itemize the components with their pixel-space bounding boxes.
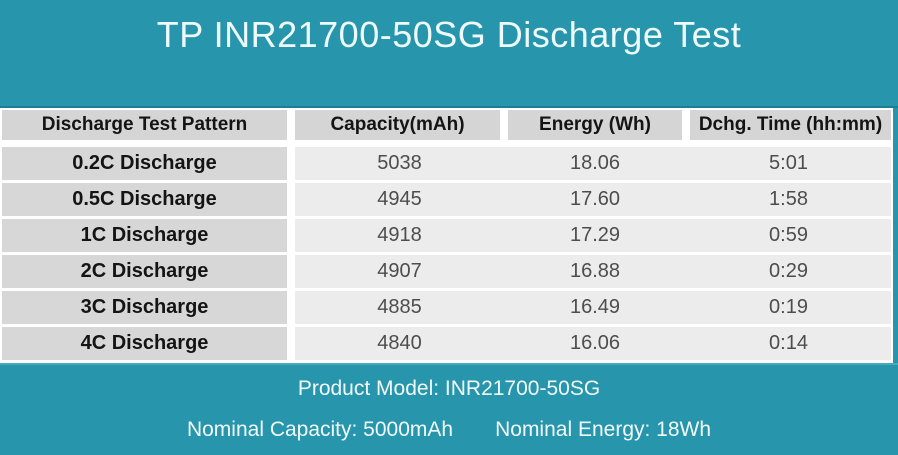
row-values: 4840 16.06 0:14 xyxy=(295,327,891,360)
row-pattern-label: 3C Discharge xyxy=(2,291,287,324)
row-values: 5038 18.06 5:01 xyxy=(295,147,891,180)
energy-value: 17.29 xyxy=(569,224,621,246)
row-pattern-label: 0.5C Discharge xyxy=(2,183,287,216)
row-pattern-label: 1C Discharge xyxy=(2,219,287,252)
nominal-capacity-text: Nominal Capacity: 5000mAh xyxy=(186,418,454,441)
energy-value: 17.60 xyxy=(569,188,621,210)
discharge-test-table: Discharge Test Pattern Capacity(mAh) Ene… xyxy=(0,108,898,363)
row-pattern-label: 0.2C Discharge xyxy=(2,147,287,180)
time-value: 0:19 xyxy=(769,296,808,318)
capacity-value: 4907 xyxy=(377,260,422,282)
capacity-value: 4840 xyxy=(377,332,422,354)
capacity-value: 4945 xyxy=(377,188,422,210)
title-banner: TP INR21700-50SG Discharge Test xyxy=(0,0,898,108)
time-value: 0:29 xyxy=(769,260,808,282)
row-pattern-label: 2C Discharge xyxy=(2,255,287,288)
table-row: 4C Discharge 4840 16.06 0:14 xyxy=(2,327,891,360)
capacity-value: 4885 xyxy=(377,296,422,318)
table-header-row: Discharge Test Pattern Capacity(mAh) Ene… xyxy=(2,110,891,140)
row-values: 4918 17.29 0:59 xyxy=(295,219,891,252)
capacity-value: 4918 xyxy=(377,224,422,246)
row-values: 4945 17.60 1:58 xyxy=(295,183,891,216)
time-value: 0:14 xyxy=(769,332,808,354)
time-value: 5:01 xyxy=(769,152,808,174)
column-header-capacity: Capacity(mAh) xyxy=(295,110,500,140)
table-row: 0.2C Discharge 5038 18.06 5:01 xyxy=(2,147,891,180)
row-values: 4907 16.88 0:29 xyxy=(295,255,891,288)
capacity-value: 5038 xyxy=(377,152,422,174)
column-header-energy: Energy (Wh) xyxy=(508,110,682,140)
energy-value: 16.88 xyxy=(569,260,621,282)
row-values: 4885 16.49 0:19 xyxy=(295,291,891,324)
table-row: 3C Discharge 4885 16.49 0:19 xyxy=(2,291,891,324)
nominal-specs: Nominal Capacity: 5000mAh Nominal Energy… xyxy=(187,418,711,442)
row-pattern-label: 4C Discharge xyxy=(2,327,287,360)
product-model-text: Product Model: INR21700-50SG xyxy=(297,377,601,400)
energy-value: 16.06 xyxy=(569,332,621,354)
time-value: 0:59 xyxy=(769,224,808,246)
column-header-time: Dchg. Time (hh:mm) xyxy=(690,110,891,140)
page-title: TP INR21700-50SG Discharge Test xyxy=(156,14,742,55)
energy-value: 16.49 xyxy=(569,296,621,318)
nominal-energy-text: Nominal Energy: 18Wh xyxy=(495,418,712,441)
time-value: 1:58 xyxy=(769,188,808,210)
column-header-pattern: Discharge Test Pattern xyxy=(2,110,287,140)
table-row: 1C Discharge 4918 17.29 0:59 xyxy=(2,219,891,252)
table-row: 2C Discharge 4907 16.88 0:29 xyxy=(2,255,891,288)
energy-value: 18.06 xyxy=(569,152,621,174)
footer-banner: Product Model: INR21700-50SG Nominal Cap… xyxy=(0,363,898,455)
table-row: 0.5C Discharge 4945 17.60 1:58 xyxy=(2,183,891,216)
